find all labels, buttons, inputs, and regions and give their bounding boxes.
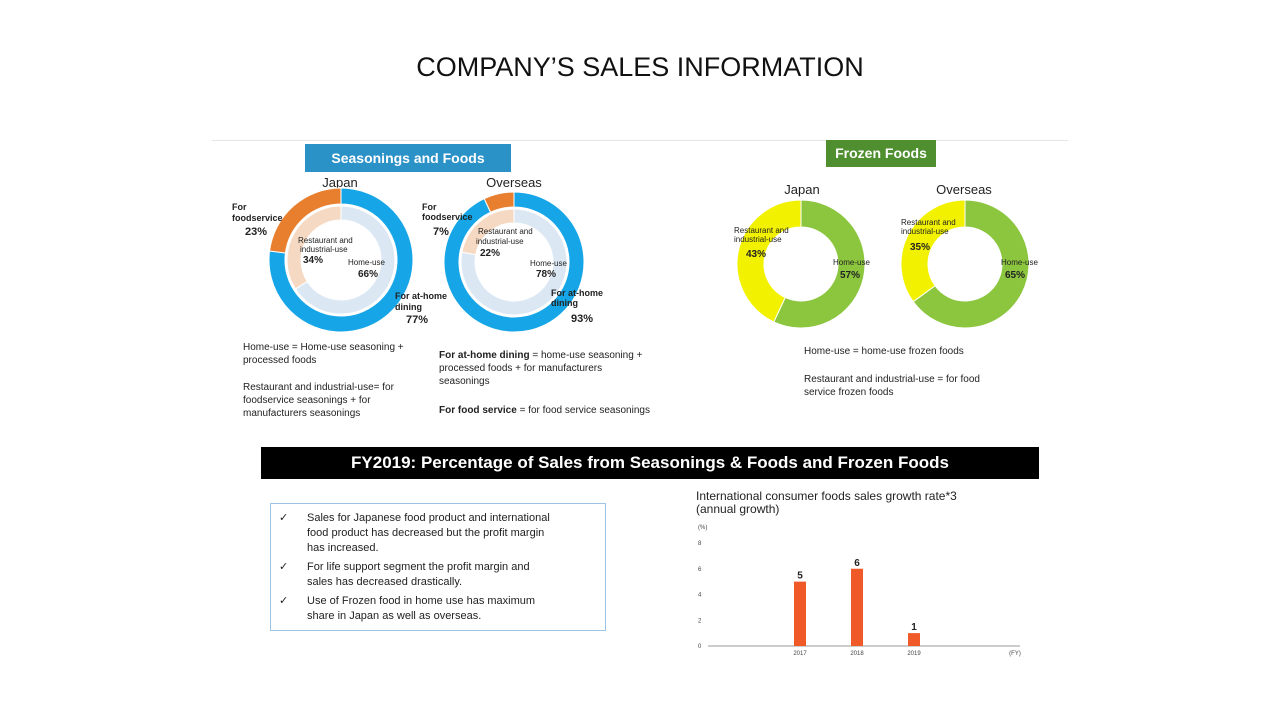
bullet-line: Sales for Japanese food product and inte… — [307, 511, 595, 526]
so-inner-label-1: Restaurant and — [478, 227, 533, 236]
so-home-label: Home-use — [530, 259, 567, 268]
x-tick-label: 2018 — [850, 651, 864, 657]
so-inner-label-2: industrial-use — [476, 237, 524, 246]
checkmark-icon: ✓ — [279, 594, 293, 609]
y-tick-label: 2 — [698, 618, 702, 624]
seasonings-note-right-2: processed foods + for manufacturers — [439, 362, 602, 375]
y-tick-label: 8 — [698, 541, 702, 547]
so-home-pct: 78% — [536, 269, 556, 280]
bullet-item: ✓ For life support segment the profit ma… — [279, 560, 595, 590]
bar-data-label: 6 — [854, 558, 860, 569]
bullet-line: For life support segment the profit marg… — [307, 560, 595, 575]
frozen-note-1: Home-use = home-use frozen foods — [804, 345, 964, 358]
seasonings-note-right-1: For at-home dining = home-use seasoning … — [439, 349, 642, 362]
bar-chart: (%) 0 2 4 6 8 5 2017 6 2018 1 2019 (FY) — [690, 520, 1030, 665]
sj-athome-pct: 77% — [406, 314, 428, 326]
bar-data-label: 5 — [797, 571, 803, 582]
observations-box: ✓ Sales for Japanese food product and in… — [270, 503, 606, 631]
bullet-line: has increased. — [307, 541, 595, 556]
fo-rest-label-2: industrial-use — [901, 227, 949, 236]
x-tick-label: 2017 — [793, 651, 807, 657]
bar-chart-title-line-2: (annual growth) — [696, 503, 1026, 516]
so-inner-pct: 22% — [480, 248, 500, 259]
bar-2018 — [851, 569, 863, 646]
y-axis-unit-label: (%) — [698, 525, 707, 531]
seasonings-note-right-4: For food service = for food service seas… — [439, 404, 650, 417]
so-outer-label-2: foodservice — [422, 212, 473, 222]
sj-inner-pct: 34% — [303, 255, 323, 266]
sj-outer-label-2: foodservice — [232, 213, 283, 223]
sj-inner-label-1: Restaurant and — [298, 236, 353, 245]
y-tick-label: 0 — [698, 644, 702, 650]
seasonings-note-left-1: Home-use = Home-use seasoning + — [243, 341, 404, 354]
sj-home-label: Home-use — [348, 258, 385, 267]
bar-chart-title: International consumer foods sales growt… — [696, 490, 1026, 516]
bullet-line: share in Japan as well as overseas. — [307, 609, 595, 624]
bar-data-label: 1 — [911, 622, 917, 633]
fo-home-label: Home-use — [1001, 258, 1038, 267]
x-axis-unit-label: (FY) — [1009, 651, 1021, 657]
checkmark-icon: ✓ — [279, 511, 293, 526]
seasonings-note-left-4: foodservice seasonings + for — [243, 394, 371, 407]
fo-rest-label-1: Restaurant and — [901, 218, 956, 227]
so-athome-pct: 93% — [571, 313, 593, 325]
so-outer-label-1: For — [422, 202, 437, 212]
seasonings-note-left-5: manufacturers seasonings — [243, 407, 360, 420]
bullet-item: ✓ Sales for Japanese food product and in… — [279, 511, 595, 556]
fy2019-banner: FY2019: Percentage of Sales from Seasoni… — [261, 447, 1039, 479]
sj-athome-label-1: For at-home — [395, 291, 447, 301]
x-tick-label: 2019 — [907, 651, 921, 657]
seasonings-note-right-3: seasonings — [439, 375, 490, 388]
bullet-line: food product has decreased but the profi… — [307, 526, 595, 541]
bullet-line: sales has decreased drastically. — [307, 575, 595, 590]
y-tick-label: 4 — [698, 593, 702, 599]
fj-rest-pct: 43% — [746, 249, 766, 260]
checkmark-icon: ✓ — [279, 560, 293, 575]
so-athome-label-2: dining — [551, 298, 578, 308]
frozen-note-2: Restaurant and industrial-use = for food — [804, 373, 980, 386]
sj-athome-label-2: dining — [395, 302, 422, 312]
bar-2019 — [908, 633, 920, 646]
sj-home-pct: 66% — [358, 269, 378, 280]
sj-outer-pct: 23% — [245, 226, 267, 238]
fj-rest-label-2: industrial-use — [734, 235, 782, 244]
so-outer-pct: 7% — [433, 226, 449, 238]
seasonings-note-left-3: Restaurant and industrial-use= for — [243, 381, 394, 394]
bullet-line: Use of Frozen food in home use has maxim… — [307, 594, 595, 609]
frozen-note-3: service frozen foods — [804, 386, 894, 399]
sj-outer-label-1: For — [232, 202, 247, 212]
so-athome-label-1: For at-home — [551, 288, 603, 298]
fj-home-label: Home-use — [833, 258, 870, 267]
bar-2017 — [794, 582, 806, 646]
seasonings-note-left-2: processed foods — [243, 354, 316, 367]
fj-rest-label-1: Restaurant and — [734, 226, 789, 235]
fj-home-pct: 57% — [840, 270, 860, 281]
fo-rest-pct: 35% — [910, 242, 930, 253]
sj-inner-label-2: industrial-use — [300, 245, 348, 254]
fo-home-pct: 65% — [1005, 270, 1025, 281]
bullet-item: ✓ Use of Frozen food in home use has max… — [279, 594, 595, 624]
y-tick-label: 6 — [698, 567, 702, 573]
